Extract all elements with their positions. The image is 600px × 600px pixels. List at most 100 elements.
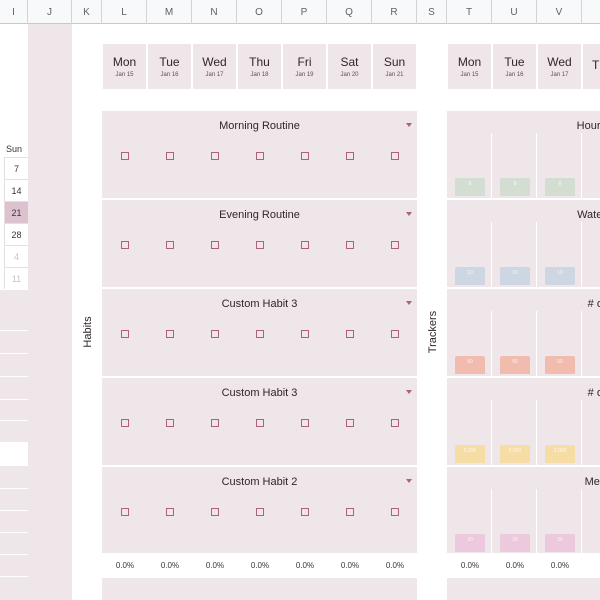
habit-checkbox[interactable] [166, 241, 174, 249]
dropdown-arrow-icon[interactable] [406, 390, 412, 394]
habit-checkbox[interactable] [211, 241, 219, 249]
dropdown-arrow-icon[interactable] [406, 123, 412, 127]
column-header-j[interactable]: J [28, 0, 72, 24]
habit-checkbox[interactable] [166, 508, 174, 516]
habit-checkbox[interactable] [301, 419, 309, 427]
habit-checkbox[interactable] [121, 419, 129, 427]
tracker-bar[interactable]: 50 [500, 356, 530, 374]
tracker-bar[interactable]: 30 [545, 534, 575, 552]
habit-checkbox[interactable] [391, 419, 399, 427]
column-header-u[interactable]: U [492, 0, 537, 24]
tracker-bar[interactable]: 5,000 [545, 445, 575, 463]
tracker-bar[interactable]: 8 [500, 178, 530, 196]
tracker-bar[interactable]: 5,000 [455, 445, 485, 463]
divider [581, 400, 582, 465]
habit-checkbox[interactable] [166, 419, 174, 427]
dropdown-arrow-icon[interactable] [406, 479, 412, 483]
habit-checkbox[interactable] [211, 508, 219, 516]
divider [536, 222, 537, 287]
habit-checkbox[interactable] [121, 241, 129, 249]
tracker-bar-value: 50 [512, 359, 518, 365]
habit-checkbox[interactable] [301, 241, 309, 249]
habit-checkbox[interactable] [121, 152, 129, 160]
habit-checkbox[interactable] [346, 508, 354, 516]
day-date: Jan 21 [385, 72, 404, 78]
tracker-bar[interactable]: 30 [455, 534, 485, 552]
tracker-bar[interactable]: 10 [455, 267, 485, 285]
tracker-bar[interactable]: 10 [500, 267, 530, 285]
habit-checkbox[interactable] [166, 330, 174, 338]
divider [0, 532, 28, 533]
habit-percentage: 0.0% [205, 561, 225, 570]
tracker-bar-value: 8 [513, 181, 517, 187]
divider [102, 287, 417, 289]
habit-checkbox[interactable] [346, 330, 354, 338]
habit-block: Evening Routine [102, 200, 417, 287]
habit-checkbox[interactable] [211, 419, 219, 427]
tracker-bar[interactable]: 8 [455, 178, 485, 196]
tracker-bar[interactable]: 8 [545, 178, 575, 196]
column-header-m[interactable]: M [147, 0, 192, 24]
mini-calendar-date[interactable]: 11 [4, 267, 28, 289]
tracker-bar[interactable]: 50 [545, 356, 575, 374]
tracker-bar[interactable]: 10 [545, 267, 575, 285]
dropdown-arrow-icon[interactable] [406, 212, 412, 216]
column-header-w[interactable] [582, 0, 600, 24]
day-date: Jan 20 [340, 72, 359, 78]
habit-checkbox[interactable] [391, 152, 399, 160]
dropdown-arrow-icon[interactable] [406, 301, 412, 305]
divider [536, 489, 537, 554]
column-header-l[interactable]: L [102, 0, 147, 24]
habit-checkbox[interactable] [256, 508, 264, 516]
column-header-s[interactable]: S [417, 0, 447, 24]
habit-checkbox[interactable] [211, 330, 219, 338]
habit-checkbox[interactable] [301, 330, 309, 338]
tracker-day-header-tue: Tue Jan 16 [493, 44, 536, 89]
day-name: Tue [504, 55, 525, 69]
mini-calendar-date[interactable]: 28 [4, 223, 28, 245]
left-input-cell[interactable] [0, 442, 28, 466]
habit-checkbox[interactable] [391, 241, 399, 249]
day-name: Sun [383, 55, 406, 69]
habit-checkbox[interactable] [346, 152, 354, 160]
mini-calendar-date[interactable]: 4 [4, 245, 28, 267]
habit-checkbox[interactable] [256, 330, 264, 338]
mini-calendar-date[interactable]: 14 [4, 179, 28, 201]
tracker-bar[interactable]: 50 [455, 356, 485, 374]
habit-checkbox[interactable] [166, 152, 174, 160]
habit-checkbox[interactable] [256, 241, 264, 249]
habit-percentage: 0.0% [250, 561, 270, 570]
habit-checkbox[interactable] [301, 152, 309, 160]
tracker-percentage: 0.0% [550, 561, 570, 570]
column-header-t[interactable]: T [447, 0, 492, 24]
habit-checkbox[interactable] [391, 330, 399, 338]
habit-checkbox[interactable] [391, 508, 399, 516]
tracker-bar[interactable]: 5,000 [500, 445, 530, 463]
divider [0, 420, 28, 421]
habit-checkbox[interactable] [346, 241, 354, 249]
column-header-o[interactable]: O [237, 0, 282, 24]
habit-checkbox[interactable] [256, 419, 264, 427]
habit-checkbox[interactable] [121, 508, 129, 516]
tracker-bar-value: 30 [557, 537, 563, 543]
column-header-q[interactable]: Q [327, 0, 372, 24]
mini-calendar-date-today[interactable]: 21 [4, 201, 28, 223]
mini-calendar-date[interactable]: 7 [4, 157, 28, 179]
column-header-k[interactable]: K [72, 0, 102, 24]
habit-checkbox[interactable] [301, 508, 309, 516]
habit-checkbox[interactable] [256, 152, 264, 160]
habit-checkbox[interactable] [211, 152, 219, 160]
habit-checkbox[interactable] [121, 330, 129, 338]
habit-percentage: 0.0% [340, 561, 360, 570]
column-header-v[interactable]: V [537, 0, 582, 24]
habit-block: Morning Routine [102, 111, 417, 198]
tracker-bar[interactable]: 30 [500, 534, 530, 552]
column-header-r[interactable]: R [372, 0, 417, 24]
column-header-n[interactable]: N [192, 0, 237, 24]
column-header-p[interactable]: P [282, 0, 327, 24]
column-header-i[interactable]: I [0, 0, 28, 24]
day-date: Jan 17 [550, 72, 569, 78]
day-name: Mon [112, 55, 137, 69]
day-name: Thu [249, 55, 270, 69]
habit-checkbox[interactable] [346, 419, 354, 427]
